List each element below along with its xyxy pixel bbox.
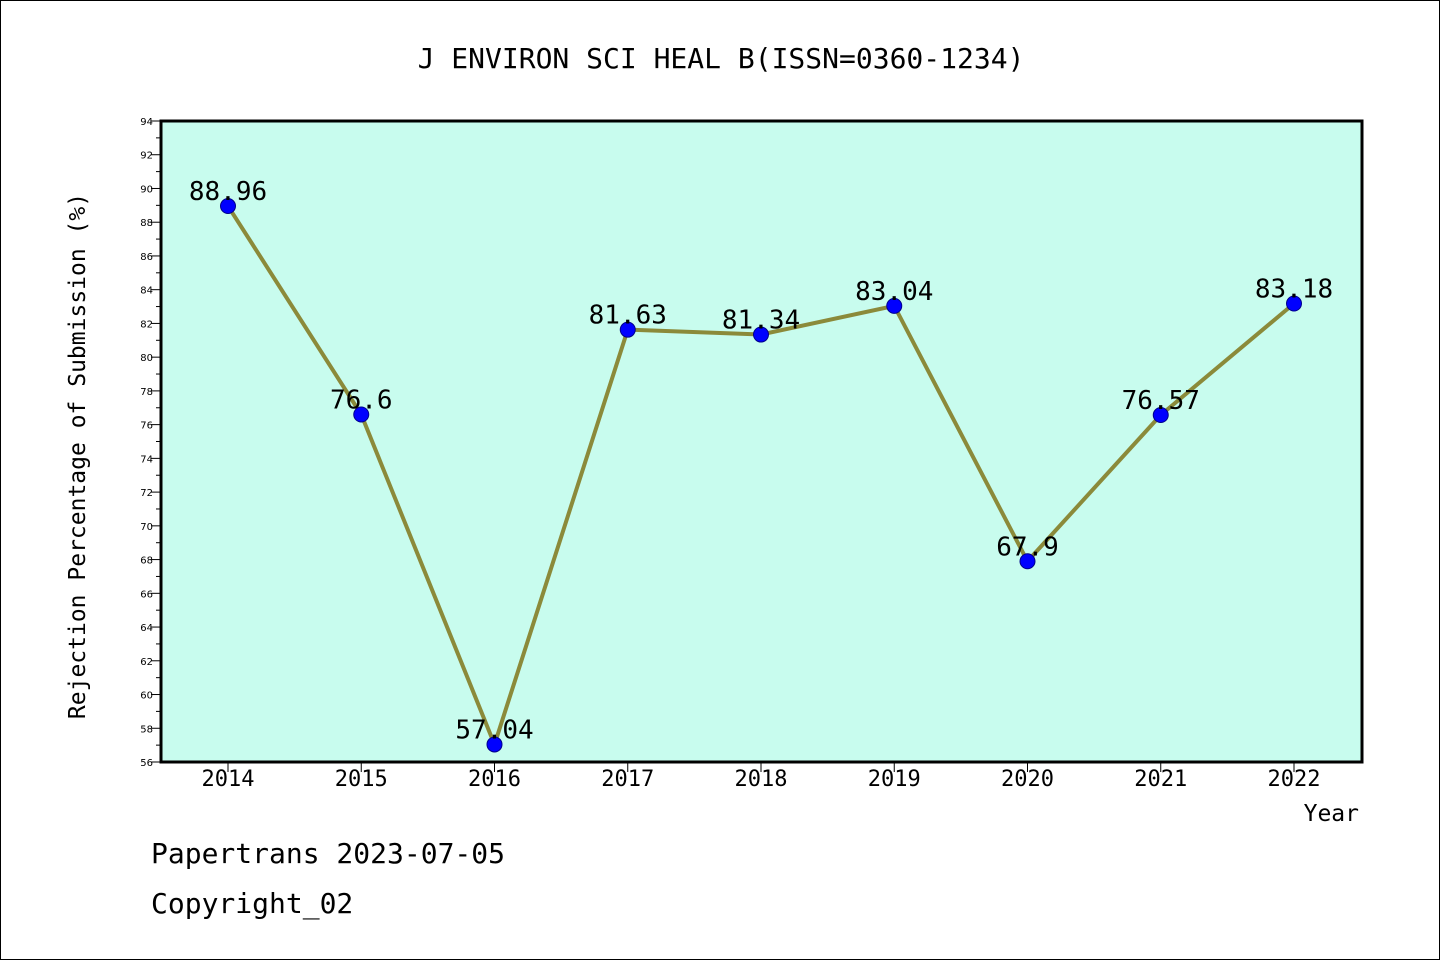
x-tick-label: 2019 (868, 767, 921, 792)
x-axis-title: Year (1304, 801, 1359, 827)
data-point (220, 198, 236, 215)
data-point (619, 321, 636, 338)
data-label: 83.04 (855, 277, 933, 307)
footer-date: Papertrans 2023-07-05 (151, 837, 506, 870)
chart-title: J ENVIRON SCI HEAL B(ISSN=0360-1234) (418, 42, 1025, 75)
y-tick-label: 70 (140, 522, 153, 533)
y-tick-label: 76 (140, 421, 153, 432)
data-label: 88.96 (189, 177, 267, 207)
data-label-layer: 88.96 76.6 57.04 81.63 81.34 83.04 67.9 76.57 83… (189, 177, 1333, 745)
plot-area (159, 119, 1364, 764)
data-point (1019, 553, 1036, 570)
y-tick-label: 72 (140, 488, 153, 499)
data-point (753, 326, 769, 343)
data-label: 67.9 (996, 532, 1059, 562)
x-tick-label: 2020 (1001, 767, 1054, 792)
y-tick-label: 78 (140, 387, 153, 398)
data-label: 57.04 (455, 715, 533, 745)
y-tick-label: 56 (140, 758, 153, 769)
y-tick-label: 86 (140, 252, 153, 263)
y-tick-label: 64 (140, 623, 153, 634)
x-tick-label: 2022 (1268, 767, 1321, 792)
y-axis-title: Rejection Percentage of Submission (%) (65, 193, 91, 719)
y-tick-label: 58 (140, 724, 153, 735)
data-label: 81.34 (722, 306, 800, 336)
data-label: 76.57 (1122, 386, 1200, 416)
footer-copyright: Copyright_02 (151, 887, 354, 920)
x-tick-label: 2015 (335, 767, 388, 792)
data-point (1152, 407, 1169, 424)
x-tick-label: 2014 (202, 767, 255, 792)
data-point (886, 297, 903, 314)
y-tick-label: 60 (140, 691, 153, 702)
x-tick-label: 2018 (735, 767, 788, 792)
data-point (1286, 295, 1302, 312)
y-tick-label: 62 (140, 657, 153, 668)
data-label: 81.63 (589, 301, 667, 331)
data-point (486, 736, 503, 753)
y-tick-label: 66 (140, 589, 153, 600)
y-tick-label: 88 (140, 218, 153, 229)
y-tick-label: 94 (140, 117, 153, 128)
y-tick-label: 92 (140, 151, 153, 162)
x-tick-label: 2017 (601, 767, 654, 792)
data-label: 83.18 (1255, 275, 1333, 305)
x-tick-label: 2021 (1134, 767, 1187, 792)
data-label: 76.6 (330, 386, 393, 416)
y-tick-label: 80 (140, 353, 153, 364)
y-tick-label: 74 (140, 454, 153, 465)
x-axis: 2014 2015 2016 2017 2018 2019 2020 2021 2022 (202, 762, 1321, 792)
data-point (353, 406, 370, 423)
y-tick-label: 90 (140, 184, 153, 195)
x-tick-label: 2016 (468, 767, 521, 792)
y-axis: 56 58 60 62 64 66 68 70 72 74 76 78 80 82 84 86 88 90 92 94 (140, 117, 161, 769)
y-tick-label: 82 (140, 319, 153, 330)
marker-layer (220, 198, 1302, 753)
y-tick-label: 68 (140, 556, 153, 567)
y-tick-label: 84 (140, 286, 153, 297)
